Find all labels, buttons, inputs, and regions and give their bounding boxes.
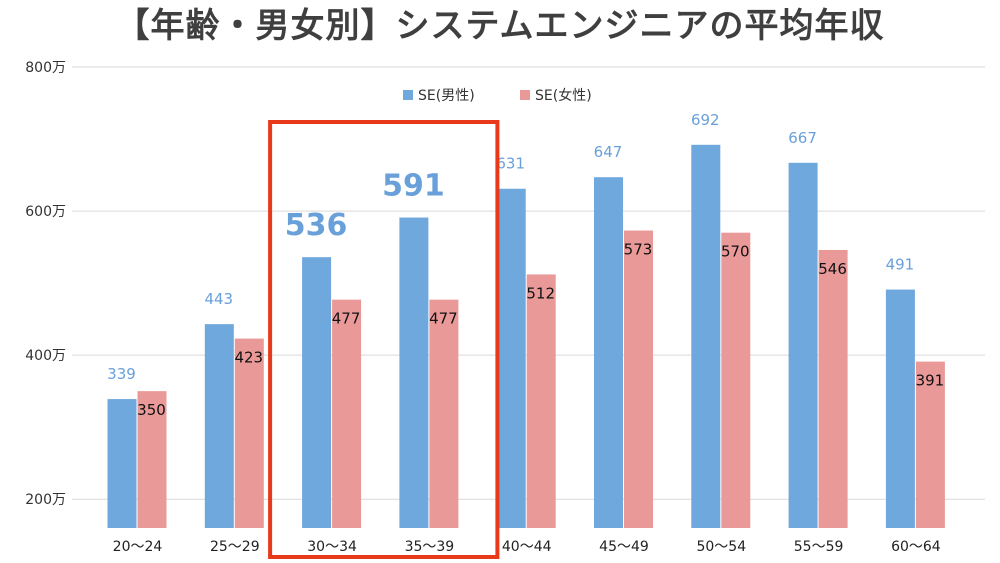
- bar-female: [915, 361, 945, 528]
- bar-male: [107, 399, 137, 528]
- x-axis-ticks: 20〜24 25〜29 30〜34 35〜39 40〜44 45〜49 50〜54 55〜59…: [113, 539, 941, 555]
- bar-female: [721, 232, 751, 528]
- data-label-male: 667: [788, 129, 817, 147]
- x-tick-label: 50〜54: [696, 539, 746, 555]
- bar-male: [204, 324, 234, 528]
- data-label-female: 570: [721, 243, 750, 261]
- y-tick-label: 200万: [25, 492, 66, 508]
- bar-male: [885, 289, 915, 528]
- data-label-male: 631: [496, 155, 525, 173]
- bar-male: [788, 162, 818, 528]
- data-label-male: 443: [204, 290, 233, 308]
- highlight-box: [268, 120, 500, 559]
- bar-female: [429, 299, 459, 528]
- bar-female: [624, 230, 653, 529]
- chart-title: 【年齢・男女別】システムエンジニアの平均年収: [115, 6, 885, 46]
- bars: [107, 144, 945, 529]
- data-label-male: 339: [107, 365, 136, 383]
- legend: SE(男性) SE(女性): [403, 87, 592, 104]
- x-tick-label: 35〜39: [405, 539, 455, 555]
- x-tick-label: 20〜24: [113, 539, 163, 555]
- bar-male: [691, 144, 721, 528]
- bar-female: [818, 249, 848, 528]
- bar-male: [594, 177, 623, 528]
- data-label-male: 536: [285, 208, 348, 243]
- bar-male: [496, 188, 526, 528]
- bar-female: [332, 299, 362, 528]
- bar-female: [234, 338, 264, 528]
- data-label-male: 692: [691, 111, 720, 129]
- x-tick-label: 25〜29: [210, 539, 260, 555]
- data-label-female: 391: [916, 372, 945, 390]
- data-label-female: 573: [624, 241, 653, 259]
- data-label-male: 591: [382, 169, 445, 204]
- x-tick-label: 40〜44: [502, 539, 552, 555]
- y-axis-ticks: 200万 400万 600万 800万: [25, 60, 66, 508]
- y-tick-label: 800万: [25, 60, 66, 76]
- data-label-male: 647: [594, 143, 623, 161]
- highlight-rect: [268, 120, 500, 559]
- legend-swatch: [403, 90, 413, 100]
- data-label-female: 350: [137, 401, 166, 419]
- data-label-female: 512: [526, 284, 555, 302]
- bar-male: [399, 217, 429, 528]
- x-tick-label: 55〜59: [794, 539, 844, 555]
- data-label-female: 546: [818, 260, 847, 278]
- data-label-male: 491: [886, 256, 915, 274]
- x-tick-label: 60〜64: [891, 539, 941, 555]
- legend-swatch: [520, 90, 530, 100]
- legend-label: SE(男性): [418, 88, 475, 104]
- data-label-female: 477: [332, 310, 361, 328]
- x-tick-label: 30〜34: [307, 539, 357, 555]
- bar-female: [137, 391, 167, 528]
- y-tick-label: 400万: [25, 348, 66, 364]
- x-tick-label: 45〜49: [599, 539, 649, 555]
- data-label-female: 477: [429, 310, 458, 328]
- y-tick-label: 600万: [25, 204, 66, 220]
- legend-label: SE(女性): [535, 87, 592, 104]
- data-label-female: 423: [234, 349, 263, 367]
- bar-male: [302, 257, 332, 528]
- bar-female: [526, 274, 556, 528]
